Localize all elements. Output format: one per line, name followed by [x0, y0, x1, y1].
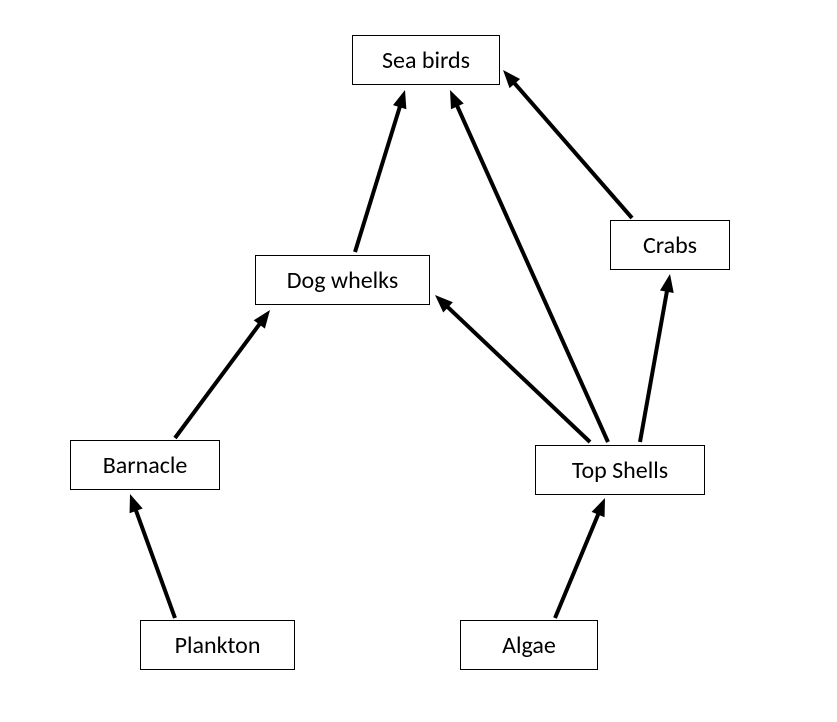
node-sea-birds: Sea birds — [352, 35, 500, 85]
node-label: Barnacle — [103, 451, 188, 480]
food-web-diagram: Sea birds Dog whelks Crabs Barnacle Top … — [0, 0, 837, 722]
node-label: Crabs — [643, 231, 697, 260]
node-dog-whelks: Dog whelks — [255, 255, 430, 305]
node-label: Dog whelks — [287, 266, 398, 295]
node-top-shells: Top Shells — [535, 445, 705, 495]
node-algae: Algae — [460, 620, 598, 670]
node-label: Top Shells — [572, 456, 668, 485]
edges-layer — [0, 0, 837, 722]
node-label: Plankton — [175, 631, 261, 660]
node-label: Sea birds — [382, 46, 470, 75]
node-plankton: Plankton — [140, 620, 295, 670]
node-label: Algae — [502, 631, 556, 660]
node-barnacle: Barnacle — [70, 440, 220, 490]
node-crabs: Crabs — [610, 220, 730, 270]
